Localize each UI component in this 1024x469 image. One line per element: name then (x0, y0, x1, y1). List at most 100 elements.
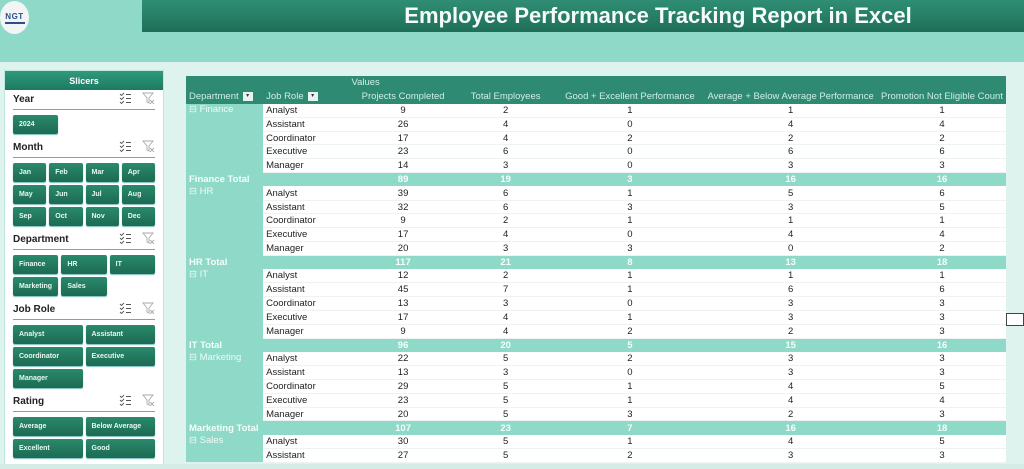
value-cell[interactable]: 17 (351, 227, 455, 243)
value-cell[interactable]: 1 (556, 393, 704, 408)
table-row[interactable]: ⊟ HR Analyst 39 6 1 5 6 (186, 186, 1006, 256)
value-cell[interactable]: 26 (351, 117, 455, 132)
value-cell[interactable]: 2 (454, 103, 557, 118)
slicer-button-may[interactable]: May (13, 185, 47, 204)
collapse-icon[interactable]: ⊟ (189, 434, 200, 446)
value-cell[interactable]: 1 (556, 186, 704, 201)
slicer-button-hr[interactable]: HR (61, 255, 107, 274)
value-cell[interactable]: 29 (351, 379, 455, 394)
table-row[interactable]: Assistant 27 5 2 3 3 (186, 448, 1006, 463)
slicer-button-assistant[interactable]: Assistant (85, 325, 155, 344)
job-role-cell[interactable]: Assistant (263, 200, 352, 215)
job-role-cell[interactable]: Coordinator (263, 379, 352, 394)
value-cell[interactable]: 0 (556, 117, 704, 132)
filter-dropdown-icon[interactable]: ▾ (242, 92, 253, 102)
table-row[interactable]: Assistant 13 3 0 3 3 (186, 365, 1006, 381)
value-cell[interactable]: 1 (556, 379, 704, 394)
multi-select-icon[interactable] (119, 139, 132, 157)
value-cell[interactable]: 1 (556, 269, 704, 284)
value-cell[interactable]: 0 (556, 144, 704, 160)
value-cell[interactable]: 23 (351, 393, 455, 408)
job-role-cell[interactable]: Assistant (263, 448, 352, 463)
value-cell[interactable]: 0 (556, 227, 704, 243)
table-row[interactable]: Executive 17 4 0 4 4 (186, 227, 1006, 243)
value-cell[interactable]: 5 (877, 200, 1006, 215)
subtotal-row[interactable]: Finance Total 89 19 3 16 16 (186, 172, 1006, 187)
slicer-button-sep[interactable]: Sep (13, 207, 47, 226)
clear-filter-icon[interactable] (142, 91, 155, 109)
slicer-button-oct[interactable]: Oct (49, 207, 83, 226)
value-cell[interactable]: 5 (877, 434, 1006, 450)
clear-filter-icon[interactable] (142, 301, 155, 319)
value-cell[interactable]: 5 (877, 379, 1006, 394)
slicer-button-2024[interactable]: 2024 (13, 115, 58, 134)
value-cell[interactable]: 1 (877, 213, 1006, 229)
collapse-icon[interactable]: ⊟ (189, 186, 200, 198)
job-role-cell[interactable]: Assistant (263, 282, 352, 298)
job-role-cell[interactable]: Analyst (263, 269, 352, 284)
department-cell[interactable]: ⊟ HR (186, 186, 264, 256)
slicer-button-good[interactable]: Good (85, 439, 155, 458)
value-cell[interactable]: 14 (351, 158, 455, 174)
value-cell[interactable]: 13 (351, 365, 455, 381)
table-row[interactable]: Assistant 32 6 3 3 5 (186, 200, 1006, 215)
job-role-cell[interactable]: Executive (263, 310, 352, 325)
clear-filter-icon[interactable] (142, 139, 155, 157)
value-cell[interactable]: 2 (556, 324, 704, 339)
table-row[interactable]: ⊟ Sales Analyst 30 5 1 4 5 (186, 434, 1006, 463)
subtotal-value[interactable]: 8 (556, 255, 704, 270)
value-cell[interactable]: 2 (877, 241, 1006, 256)
department-cell[interactable]: ⊟ Sales (186, 434, 264, 463)
subtotal-value[interactable]: 7 (556, 420, 704, 435)
subtotal-value[interactable]: 16 (877, 172, 1006, 187)
subtotal-value[interactable]: 3 (556, 172, 704, 187)
slicer-button-analyst[interactable]: Analyst (13, 325, 83, 344)
collapse-icon[interactable]: ⊟ (189, 269, 200, 281)
value-cell[interactable]: 0 (556, 365, 704, 381)
value-cell[interactable]: 23 (351, 144, 455, 160)
slicer-button-mar[interactable]: Mar (85, 163, 119, 182)
subtotal-value[interactable]: 18 (877, 255, 1006, 270)
table-row[interactable]: Executive 23 5 1 4 4 (186, 393, 1006, 408)
job-role-cell[interactable]: Manager (263, 241, 352, 256)
filter-dropdown-icon[interactable]: ▾ (307, 92, 318, 102)
table-row[interactable]: ⊟ IT Analyst 12 2 1 1 1 (186, 269, 1006, 339)
value-cell[interactable]: 1 (556, 213, 704, 229)
value-cell[interactable]: 3 (556, 407, 704, 422)
value-cell[interactable]: 4 (703, 434, 878, 450)
value-cell[interactable]: 7 (454, 282, 557, 298)
subtotal-value[interactable]: 89 (351, 172, 455, 187)
value-cell[interactable]: 6 (703, 144, 878, 160)
job-role-cell[interactable]: Executive (263, 393, 352, 408)
value-cell[interactable]: 39 (351, 186, 455, 201)
slicer-button-it[interactable]: IT (109, 255, 155, 274)
table-row[interactable]: Coordinator 29 5 1 4 5 (186, 379, 1006, 394)
job-role-cell[interactable]: Analyst (263, 351, 352, 367)
subtotal-value[interactable]: 5 (556, 338, 704, 352)
value-cell[interactable]: 3 (703, 296, 878, 312)
slicer-button-marketing[interactable]: Marketing (13, 277, 59, 296)
table-row[interactable]: Coordinator 9 2 1 1 1 (186, 213, 1006, 229)
clear-filter-icon[interactable] (142, 393, 155, 411)
value-cell[interactable]: 4 (454, 310, 557, 325)
value-cell[interactable]: 17 (351, 131, 455, 146)
department-cell[interactable]: ⊟ Marketing (186, 351, 264, 421)
value-cell[interactable]: 9 (351, 103, 455, 118)
subtotal-row[interactable]: HR Total 117 21 8 13 18 (186, 255, 1006, 270)
value-cell[interactable]: 4 (877, 227, 1006, 243)
collapse-icon[interactable]: ⊟ (189, 103, 200, 115)
value-cell[interactable]: 32 (351, 200, 455, 215)
value-cell[interactable]: 3 (703, 351, 878, 367)
job-role-cell[interactable]: Executive (263, 144, 352, 160)
slicer-button-executive[interactable]: Executive (85, 347, 155, 366)
value-cell[interactable]: 5 (454, 434, 557, 450)
value-cell[interactable]: 12 (351, 269, 455, 284)
value-cell[interactable]: 2 (556, 351, 704, 367)
job-role-cell[interactable]: Coordinator (263, 213, 352, 229)
subtotal-value[interactable]: 23 (454, 420, 557, 435)
value-cell[interactable]: 3 (877, 324, 1006, 339)
subtotal-value[interactable]: 13 (703, 255, 878, 270)
table-row[interactable]: Manager 20 5 3 2 3 (186, 407, 1006, 422)
job-role-cell[interactable]: Analyst (263, 434, 352, 450)
subtotal-row[interactable]: Marketing Total 107 23 7 16 18 (186, 420, 1006, 435)
